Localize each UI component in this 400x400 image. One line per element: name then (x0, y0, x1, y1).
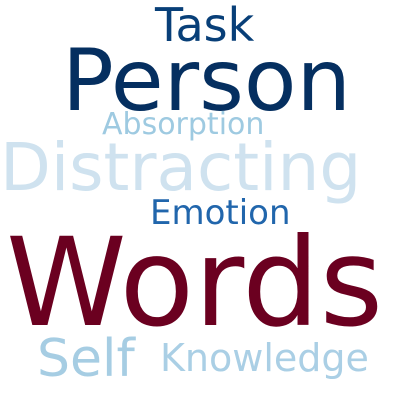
word-words: Words (6, 212, 384, 354)
word-self: Self (37, 329, 135, 389)
word-distracting: Distracting (0, 129, 362, 206)
word-knowledge: Knowledge (160, 336, 369, 380)
word-person: Person (62, 31, 351, 131)
word-emotion: Emotion (150, 193, 291, 233)
word-absorption: Absorption (102, 107, 265, 142)
word-task: Task (155, 0, 255, 52)
